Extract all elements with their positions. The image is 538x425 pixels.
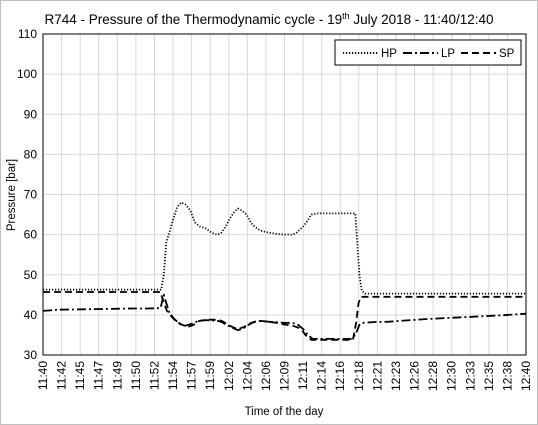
gridlines xyxy=(42,33,527,356)
y-tick-label: 40 xyxy=(24,308,38,322)
x-tick-label: 11:57 xyxy=(185,361,199,390)
chart-title-superscript: th xyxy=(342,11,350,21)
y-tick-label: 60 xyxy=(24,228,38,242)
x-tick-label: 12:02 xyxy=(222,361,236,391)
x-tick-label: 12:21 xyxy=(370,361,384,391)
x-tick-label: 12:38 xyxy=(500,361,514,391)
x-tick-label: 12:09 xyxy=(278,361,292,391)
series-line-sp xyxy=(43,291,526,341)
y-tick-label: 100 xyxy=(17,67,37,81)
y-tick-label: 110 xyxy=(18,27,37,41)
y-tick-label: 90 xyxy=(24,107,38,121)
legend-label-hp: HP xyxy=(381,48,397,60)
y-tick-labels: 30 40 50 60 70 80 90 100 110 xyxy=(17,27,37,362)
series-lines xyxy=(42,201,527,341)
x-tick-label: 12:35 xyxy=(482,361,496,391)
x-tick-label: 11:59 xyxy=(203,361,217,390)
x-tick-label: 11:54 xyxy=(166,361,180,390)
y-tick-label: 50 xyxy=(24,268,38,282)
chart-title-prefix: R744 - Pressure of the Thermodynamic cyc… xyxy=(44,12,342,27)
legend-label-sp: SP xyxy=(499,48,515,60)
x-tick-label: 11:49 xyxy=(110,361,124,390)
x-tick-label: 12:40 xyxy=(519,361,533,391)
x-tick-label: 11:50 xyxy=(129,361,143,390)
y-axis-title: Pressure [bar] xyxy=(6,159,18,231)
x-tick-label: 12:14 xyxy=(315,361,329,391)
legend: HP LP SP xyxy=(334,39,522,66)
x-tick-label: 11:42 xyxy=(55,361,69,390)
x-tick-label: 12:23 xyxy=(389,361,403,391)
y-tick-label: 80 xyxy=(24,147,38,161)
x-tick-label: 11:47 xyxy=(92,361,106,390)
chart-title-suffix: July 2018 - 11:40/12:40 xyxy=(350,12,494,27)
x-tick-labels: 11:40 11:42 11:45 11:47 11:49 11:50 11:52 11:54… xyxy=(36,361,533,391)
x-tick-label: 12:16 xyxy=(333,361,347,391)
x-tick-label: 12:18 xyxy=(352,361,366,391)
y-tick-label: 70 xyxy=(24,188,38,202)
x-tick-label: 12:26 xyxy=(408,361,422,391)
plot-border xyxy=(42,33,527,356)
x-axis-title: Time of the day xyxy=(245,406,324,418)
chart-title: R744 - Pressure of the Thermodynamic cyc… xyxy=(44,11,493,27)
y-tick-label: 30 xyxy=(24,348,38,362)
legend-label-lp: LP xyxy=(441,48,455,60)
x-tick-label: 12:28 xyxy=(426,361,440,391)
x-tick-label: 12:04 xyxy=(240,361,254,391)
x-tick-label: 11:52 xyxy=(147,361,161,390)
x-tick-label: 11:40 xyxy=(36,361,50,390)
x-tick-label: 12:11 xyxy=(296,361,310,390)
x-tick-label: 12:06 xyxy=(259,361,273,391)
x-tick-label: 11:45 xyxy=(73,361,87,390)
x-tick-label: 12:30 xyxy=(445,361,459,391)
series-line-hp xyxy=(43,201,526,295)
x-tick-label: 12:33 xyxy=(463,361,477,391)
